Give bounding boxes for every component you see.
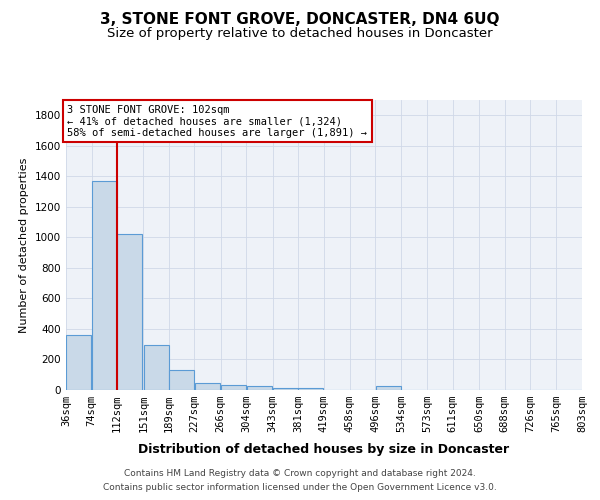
Text: Contains public sector information licensed under the Open Government Licence v3: Contains public sector information licen… [103, 484, 497, 492]
Bar [247, 386, 272, 390]
Bar [169, 370, 194, 390]
Bar [273, 388, 298, 390]
Bar [144, 345, 169, 390]
Bar [298, 388, 323, 390]
Bar [118, 234, 142, 390]
Text: 3 STONE FONT GROVE: 102sqm
← 41% of detached houses are smaller (1,324)
58% of s: 3 STONE FONT GROVE: 102sqm ← 41% of deta… [67, 104, 367, 138]
Y-axis label: Number of detached properties: Number of detached properties [19, 158, 29, 332]
Bar [195, 383, 220, 390]
Bar [376, 386, 401, 390]
Bar [67, 335, 91, 390]
Bar [92, 181, 117, 390]
Text: Contains HM Land Registry data © Crown copyright and database right 2024.: Contains HM Land Registry data © Crown c… [124, 468, 476, 477]
Text: Distribution of detached houses by size in Doncaster: Distribution of detached houses by size … [139, 442, 509, 456]
Text: Size of property relative to detached houses in Doncaster: Size of property relative to detached ho… [107, 28, 493, 40]
Bar [221, 384, 246, 390]
Text: 3, STONE FONT GROVE, DONCASTER, DN4 6UQ: 3, STONE FONT GROVE, DONCASTER, DN4 6UQ [100, 12, 500, 28]
